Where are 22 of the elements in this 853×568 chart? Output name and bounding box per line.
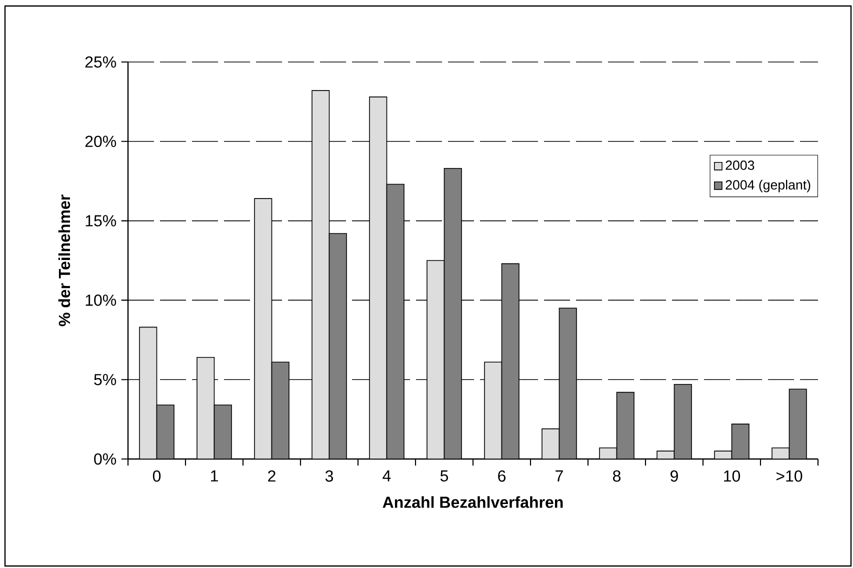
y-tick-label: 0% — [94, 453, 116, 465]
y-tick-label: 5% — [94, 374, 116, 386]
y-tick-label: 15% — [86, 215, 116, 226]
x-tick-label: 8 — [612, 470, 621, 482]
x-tick-label: 6 — [498, 470, 506, 482]
x-tick-label: 3 — [325, 470, 333, 482]
y-tick-label: 25% — [85, 56, 116, 68]
y-tick-label: 10% — [86, 294, 116, 306]
x-tick-label: 4 — [382, 470, 391, 482]
y-tick-label: 20% — [85, 136, 116, 148]
y-axis-title: % der Teilnehmer — [58, 194, 70, 326]
legend-label: 2004 (geplant) — [726, 180, 810, 192]
x-tick-label: 9 — [670, 470, 678, 482]
x-tick-label: 10 — [724, 470, 740, 482]
x-tick-label: 0 — [152, 470, 161, 482]
x-tick-label: 7 — [556, 470, 563, 482]
x-tick-label: 2 — [268, 470, 276, 482]
legend-label: 2003 — [726, 160, 754, 170]
x-tick-label: 1 — [211, 470, 218, 482]
x-tick-label: >10 — [776, 470, 802, 482]
x-axis-title: Anzahl Bezahlverfahren — [382, 496, 563, 508]
x-tick-label: 5 — [440, 470, 448, 482]
